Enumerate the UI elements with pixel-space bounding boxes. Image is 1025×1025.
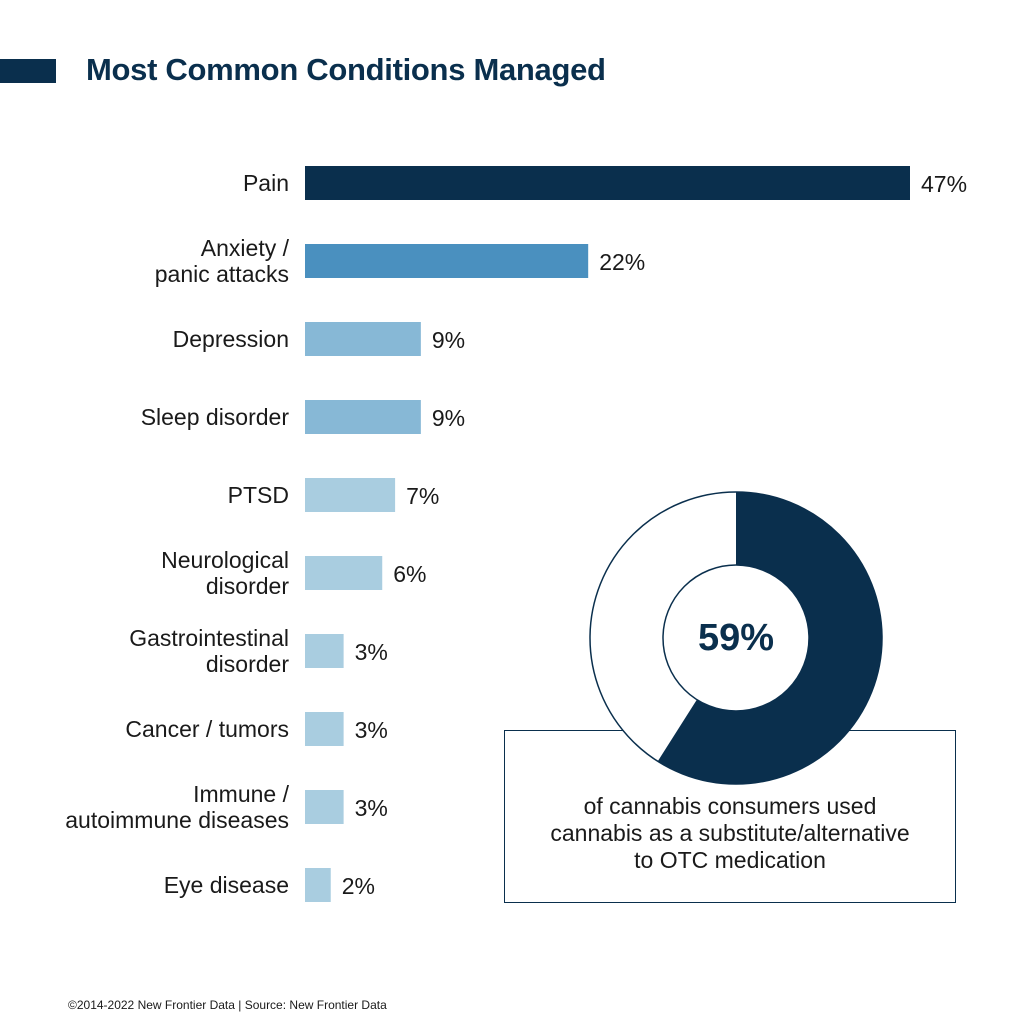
bar-value-label: 47% — [921, 171, 967, 197]
donut-hole — [662, 564, 810, 712]
donut-chart: 59% — [589, 491, 883, 785]
category-label: Depression — [173, 326, 289, 352]
bar-value-label: 2% — [342, 873, 375, 899]
category-label: Gastrointestinal — [129, 625, 289, 651]
bar-value-label: 9% — [432, 327, 465, 353]
category-label: Sleep disorder — [141, 404, 290, 430]
bar — [305, 322, 421, 356]
bar — [305, 634, 344, 668]
donut-center-label: 59% — [698, 617, 774, 659]
bar — [305, 244, 589, 278]
bar — [305, 712, 344, 746]
bar-value-label: 3% — [355, 717, 388, 743]
chart-title: Most Common Conditions Managed — [86, 52, 606, 87]
category-label: Anxiety / — [201, 235, 290, 261]
donut-caption: of cannabis consumers used cannabis as a… — [505, 793, 955, 874]
bar — [305, 868, 331, 902]
bar-value-label: 3% — [355, 639, 388, 665]
bar-chart: 47% Pain 22% Anxiety /panic attacks 9% Depres… — [65, 166, 967, 902]
donut-caption-line: cannabis as a substitute/alternative — [550, 820, 910, 846]
category-label: autoimmune diseases — [65, 807, 289, 833]
footer-source: ©2014-2022 New Frontier Data | Source: N… — [68, 998, 387, 1012]
category-label: disorder — [206, 573, 289, 599]
bar — [305, 166, 910, 200]
bar — [305, 478, 396, 512]
bar — [305, 790, 344, 824]
category-label: Immune / — [193, 781, 289, 807]
category-label: PTSD — [228, 482, 289, 508]
category-label: Eye disease — [164, 872, 289, 898]
category-label: disorder — [206, 651, 289, 677]
bar-value-label: 6% — [393, 561, 426, 587]
category-label: Pain — [243, 170, 289, 196]
category-label: Neurological — [161, 547, 289, 573]
bar-value-label: 9% — [432, 405, 465, 431]
category-label: panic attacks — [155, 261, 289, 287]
bar — [305, 400, 421, 434]
bar — [305, 556, 383, 590]
bar-value-label: 3% — [355, 795, 388, 821]
title-accent-bar — [0, 59, 56, 83]
donut-caption-line: to OTC medication — [634, 847, 826, 873]
donut-caption-line: of cannabis consumers used — [583, 793, 877, 819]
bar-value-label: 7% — [406, 483, 439, 509]
bar-value-label: 22% — [599, 249, 645, 275]
category-label: Cancer / tumors — [125, 716, 289, 742]
